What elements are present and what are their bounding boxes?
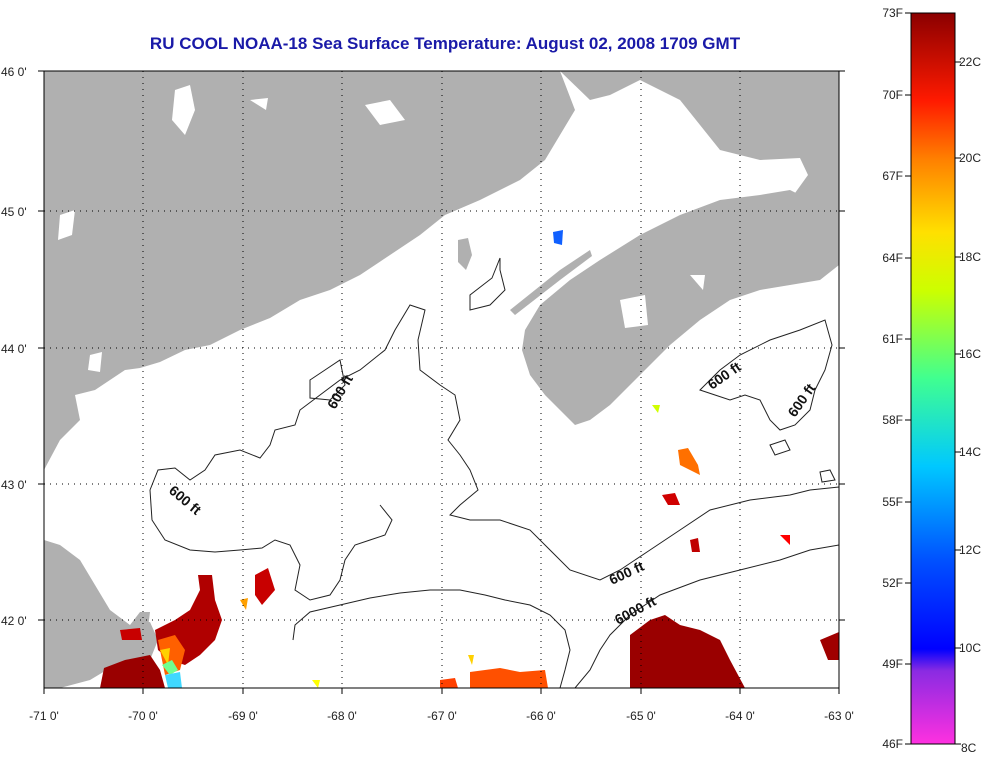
colorbar-f-label: 70F (882, 88, 903, 102)
colorbar-f-label: 46F (882, 737, 903, 751)
lat-label: 46 0' (1, 65, 27, 79)
map-area: 600 ft 600 ft 600 ft 600 ft 600 ft 6000 … (44, 71, 839, 688)
colorbar-f-label: 64F (882, 251, 903, 265)
colorbar-f-label: 55F (882, 495, 903, 509)
colorbar-ramp (910, 12, 956, 745)
colorbar-f-label: 61F (882, 332, 903, 346)
lon-labels: -71 0' -70 0' -69 0' -68 0' -67 0' -66 0… (29, 709, 854, 723)
lat-label: 44 0' (1, 342, 27, 356)
colorbar-c-label: 16C (959, 347, 981, 361)
land-massachusetts (44, 540, 158, 688)
lon-label: -65 0' (626, 709, 656, 723)
colorbar-c-label: 22C (959, 55, 981, 69)
lon-label: -66 0' (526, 709, 556, 723)
lon-label: -70 0' (128, 709, 158, 723)
colorbar: 73F 70F 67F 64F 61F 58F 55F 52F 49F 46F … (882, 6, 981, 755)
colorbar-f-label: 73F (882, 6, 903, 20)
lon-label: -64 0' (725, 709, 755, 723)
colorbar-c-label: 20C (959, 151, 981, 165)
colorbar-f-label: 58F (882, 413, 903, 427)
land-mainland (44, 71, 839, 470)
colorbar-c-label: 12C (959, 543, 981, 557)
colorbar-c-label: 8C (961, 741, 977, 755)
lon-label: -71 0' (29, 709, 59, 723)
land-digby-neck (510, 250, 592, 315)
land-nova-scotia (522, 190, 839, 425)
lon-label: -63 0' (824, 709, 854, 723)
graticule (44, 71, 839, 688)
lon-label: -67 0' (427, 709, 457, 723)
colorbar-c-label: 18C (959, 250, 981, 264)
lat-label: 45 0' (1, 205, 27, 219)
lat-labels: 46 0' 45 0' 44 0' 43 0' 42 0' (1, 65, 27, 628)
colorbar-ticks (905, 12, 961, 745)
map-title: RU COOL NOAA-18 Sea Surface Temperature:… (149, 34, 741, 53)
lat-label: 42 0' (1, 614, 27, 628)
colorbar-c-label: 14C (959, 445, 981, 459)
colorbar-f-label: 67F (882, 169, 903, 183)
colorbar-c-label: 10C (959, 641, 981, 655)
inland-lakes (58, 85, 705, 372)
land-grand-manan (458, 238, 472, 270)
lon-label: -68 0' (327, 709, 357, 723)
depth-contours (149, 257, 839, 688)
axis-ticks (38, 70, 845, 694)
colorbar-f-label: 49F (882, 657, 903, 671)
colorbar-f-label: 52F (882, 576, 903, 590)
lon-label: -69 0' (228, 709, 258, 723)
lat-label: 43 0' (1, 478, 27, 492)
